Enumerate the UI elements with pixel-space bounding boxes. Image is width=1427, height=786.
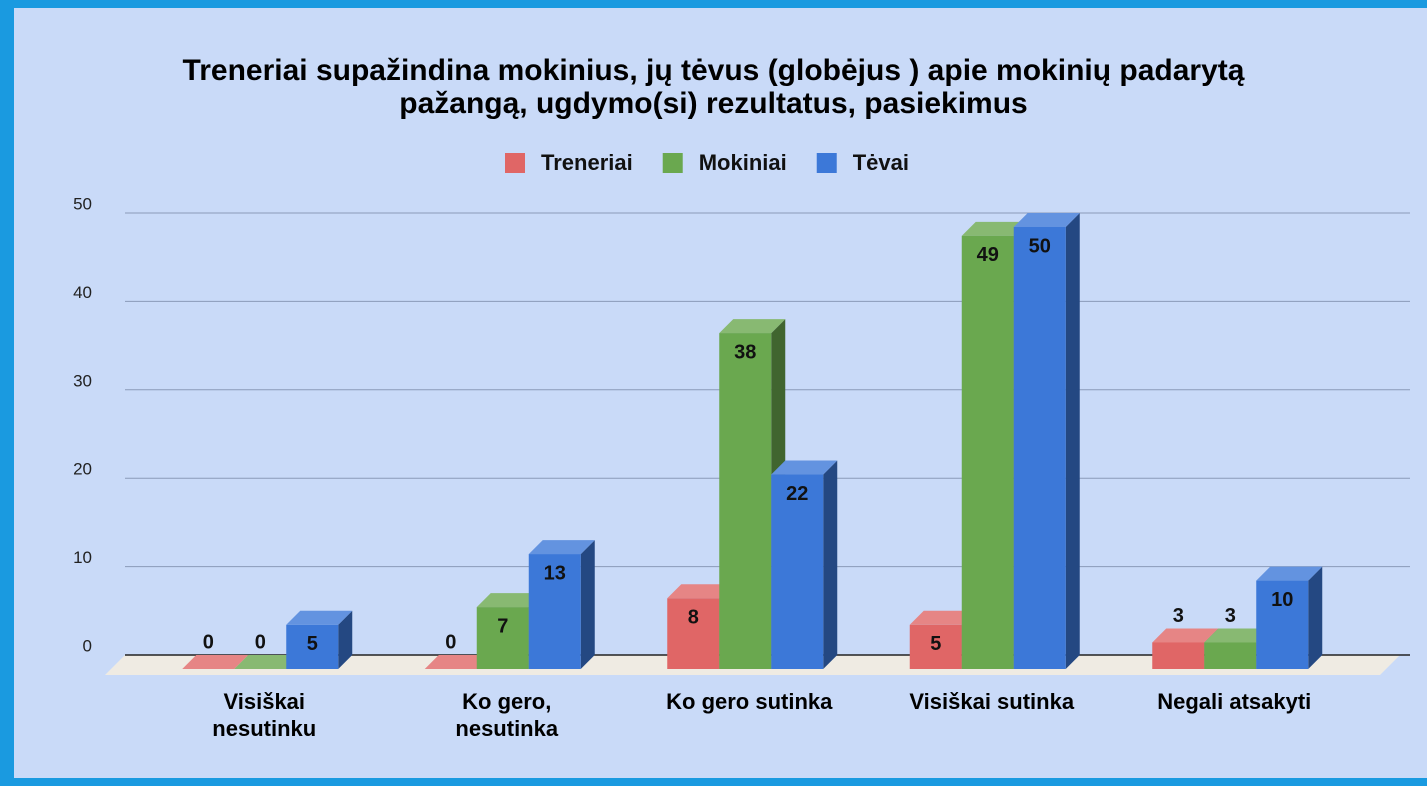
- y-tick-label: 30: [73, 371, 92, 390]
- legend-swatch: [662, 153, 683, 173]
- legend-label: Tėvai: [853, 150, 909, 175]
- data-label: 7: [497, 615, 508, 637]
- y-tick-label: 10: [73, 548, 92, 567]
- x-tick-label: Negali atsakyti: [1157, 689, 1312, 714]
- data-label: 0: [203, 631, 214, 653]
- data-label: 13: [544, 562, 566, 584]
- bar: [424, 655, 491, 669]
- y-tick-label: 0: [83, 636, 92, 655]
- data-label: 5: [930, 633, 941, 655]
- data-label: 3: [1173, 605, 1184, 627]
- bar: [719, 319, 786, 669]
- data-label: 10: [1271, 589, 1293, 611]
- data-label: 49: [977, 244, 999, 266]
- bar: [1013, 213, 1080, 669]
- data-label: 0: [445, 631, 456, 653]
- y-tick-label: 50: [73, 194, 92, 213]
- data-label: 50: [1029, 235, 1051, 257]
- data-label: 22: [786, 483, 808, 505]
- legend-swatch: [505, 153, 525, 173]
- data-label: 5: [307, 633, 318, 655]
- bar: [1256, 566, 1323, 669]
- data-label: 0: [255, 631, 266, 653]
- data-label: 8: [688, 607, 699, 629]
- legend-label: Treneriai: [541, 150, 633, 175]
- y-tick-label: 20: [73, 460, 92, 479]
- bar: [528, 540, 595, 669]
- bar: [182, 655, 249, 669]
- bar: [286, 610, 353, 669]
- x-tick-label: Ko gero sutinka: [666, 689, 833, 714]
- chart-title: Treneriai supažindina mokinius, jų tėvus…: [182, 54, 1245, 120]
- bar: [234, 655, 301, 669]
- legend-swatch: [816, 153, 837, 173]
- x-tick-label: Visiškai nesutinku: [212, 689, 317, 741]
- y-tick-label: 40: [73, 283, 92, 302]
- bar: [771, 460, 838, 669]
- x-tick-label: Ko gero, nesutinka: [455, 689, 559, 741]
- x-tick-label: Visiškai sutinka: [909, 689, 1075, 714]
- data-label: 38: [734, 341, 756, 363]
- data-label: 3: [1225, 605, 1236, 627]
- legend-label: Mokiniai: [699, 150, 787, 175]
